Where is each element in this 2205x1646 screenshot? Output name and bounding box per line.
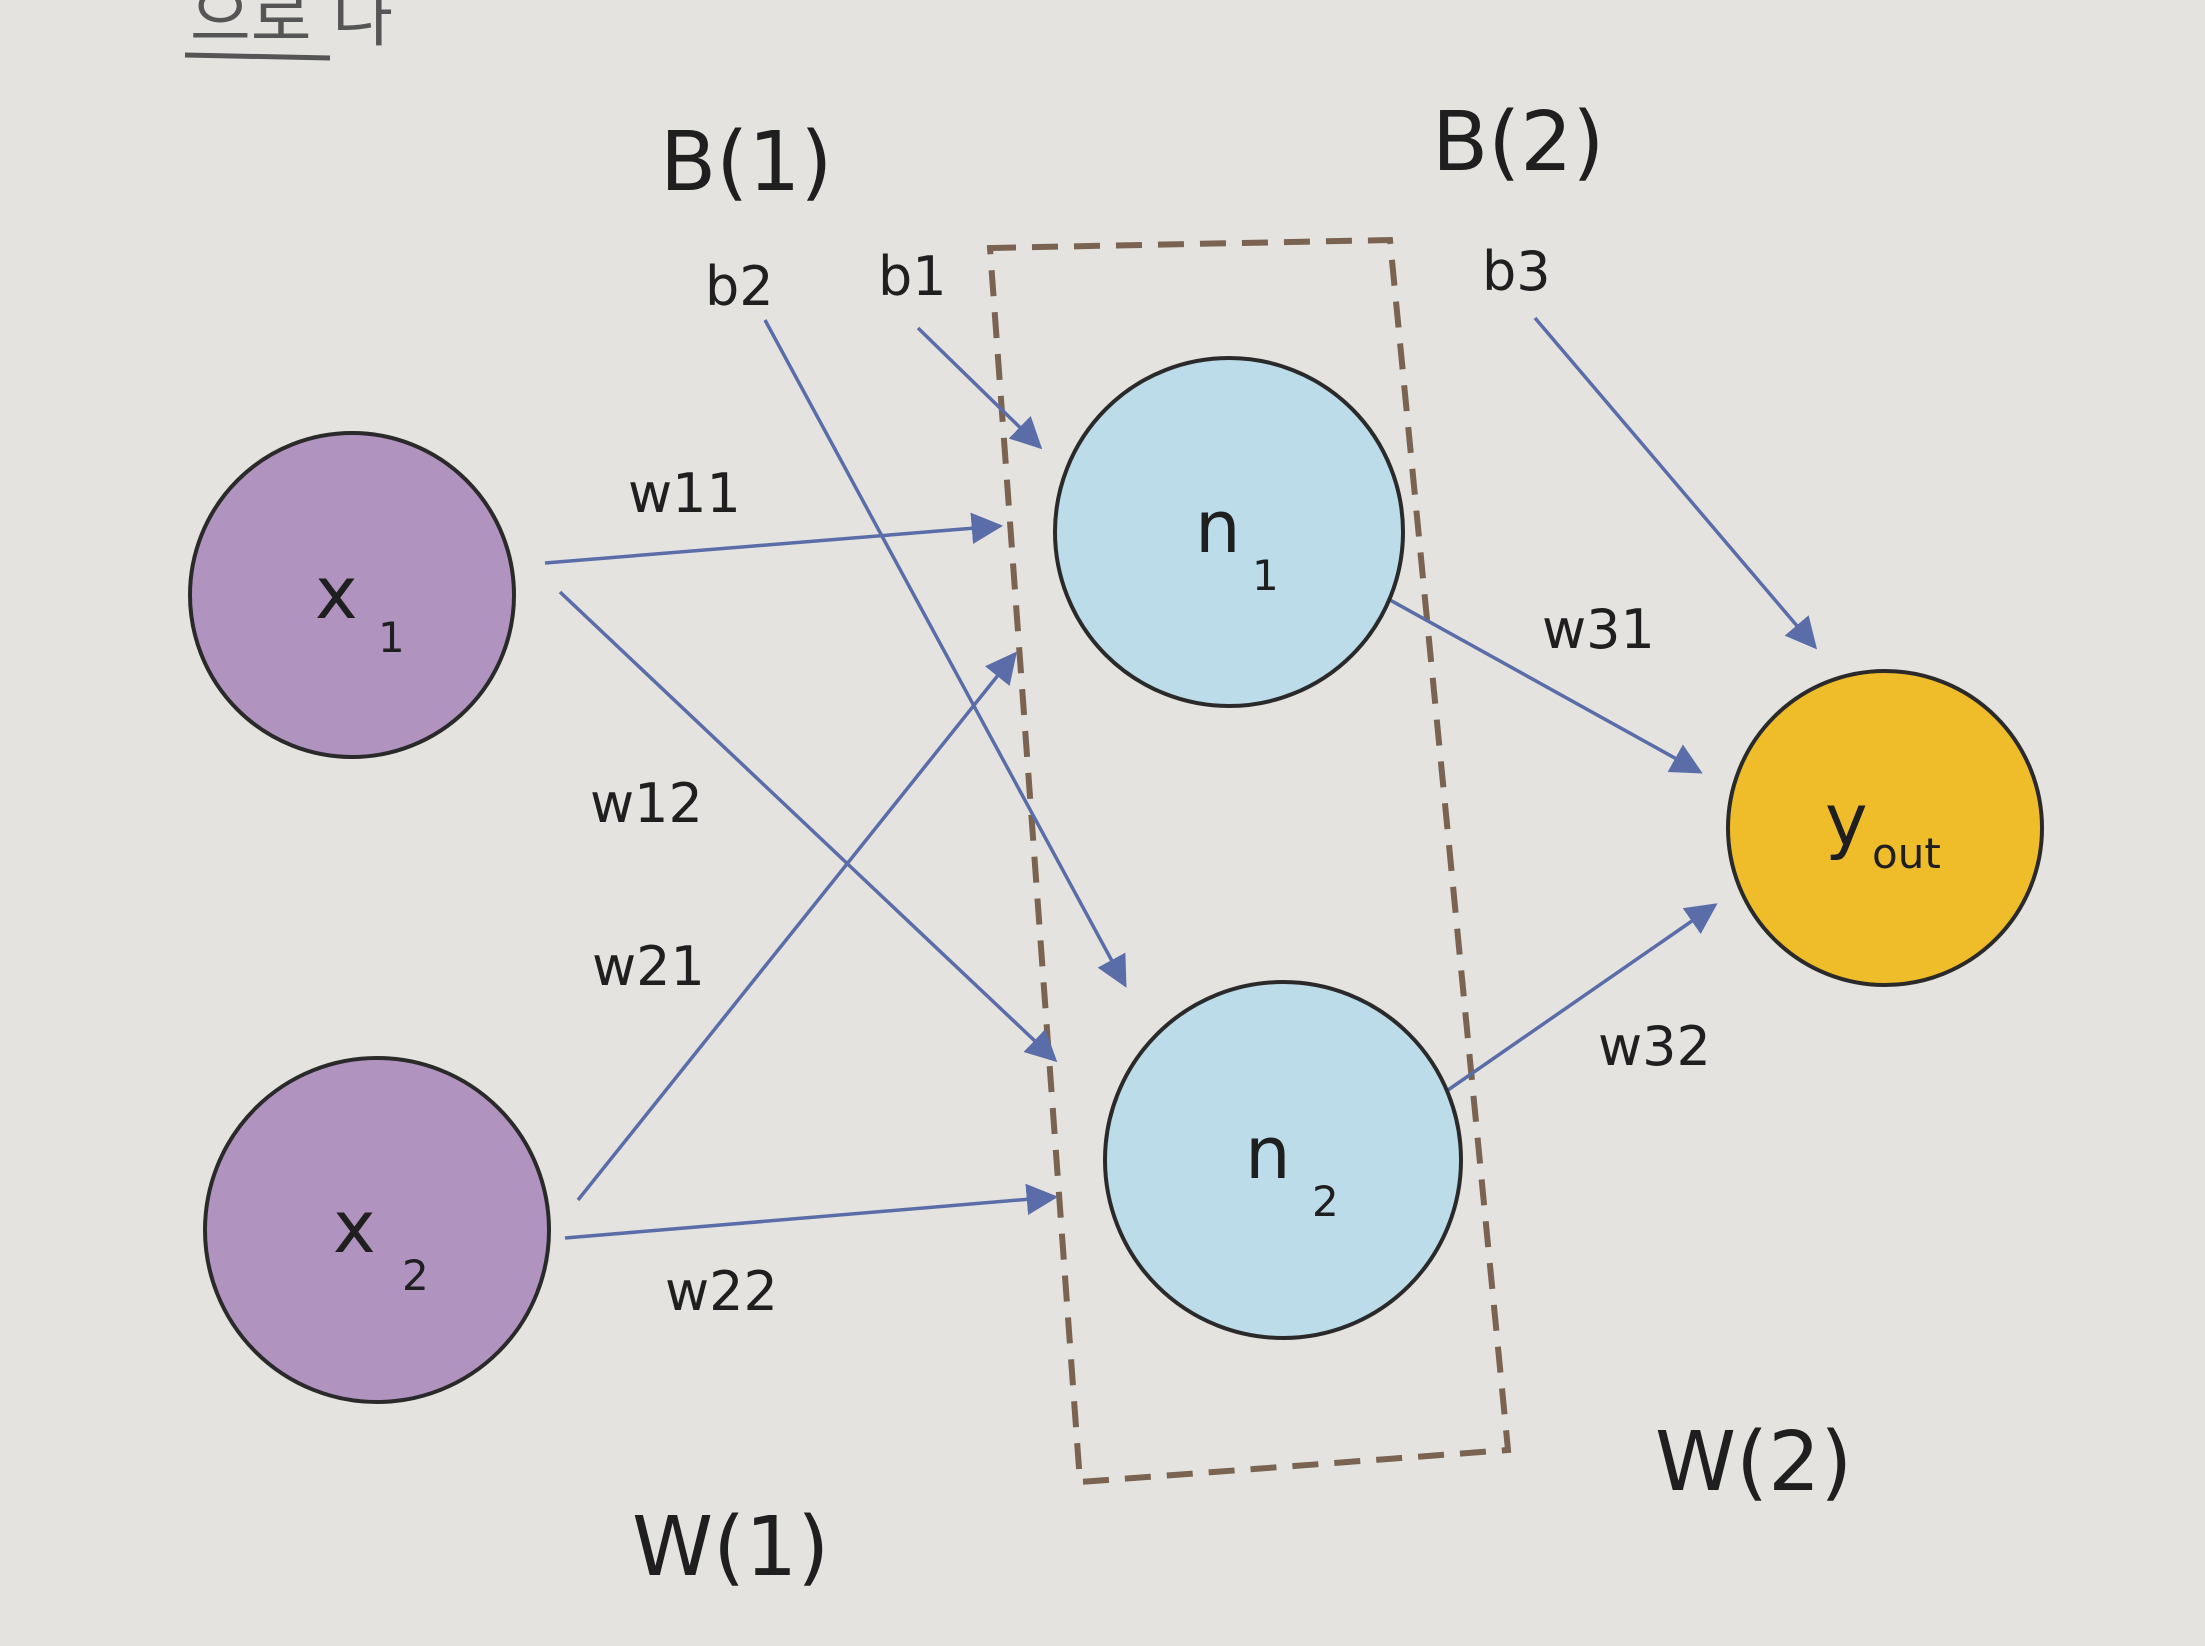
x1-subscript: 1 (378, 613, 405, 662)
hidden-node-n1: n 1 (1053, 356, 1405, 708)
weight-w32-label: w32 (1598, 1015, 1711, 1078)
header-underline (184, 52, 331, 61)
bias-group-2-label: B(2) (1432, 95, 1604, 190)
edge-w21-arrow (576, 651, 1017, 1202)
bias-b2-label: b2 (705, 255, 774, 318)
bias-group-1-label: B(1) (660, 115, 832, 210)
n2-label: n (1245, 1111, 1291, 1195)
hidden-node-n2: n 2 (1103, 980, 1463, 1340)
x1-label: x (315, 551, 358, 635)
edge-w31-arrow (1389, 598, 1703, 774)
n1-label: n (1195, 485, 1241, 569)
weight-w12-label: w12 (590, 772, 703, 835)
n1-subscript: 1 (1252, 551, 1279, 600)
weight-group-1-label: W(1) (632, 1500, 829, 1595)
weight-w31-label: w31 (1542, 598, 1655, 661)
weight-w22-label: w22 (665, 1260, 778, 1323)
bias-b3-label: b3 (1482, 240, 1551, 303)
edge-w32-arrow (1447, 903, 1718, 1092)
bias-b1-label: b1 (878, 245, 947, 308)
edges (544, 316, 1818, 1240)
output-node-yout: y out (1726, 669, 2044, 987)
edge-b2-arrow (763, 319, 1127, 988)
edge-w22-arrow (564, 1183, 1059, 1240)
input-node-x2: x 2 (203, 1056, 551, 1404)
weight-w11-label: w11 (628, 462, 741, 525)
edge-b1-arrow (916, 326, 1043, 450)
weight-group-2-label: W(2) (1655, 1415, 1852, 1510)
edge-w11-arrow (544, 512, 1004, 565)
hidden-layer-box (986, 236, 1512, 1486)
weight-w21-label: w21 (592, 935, 705, 998)
yout-subscript: out (1872, 829, 1941, 878)
header-fragment: 으로 나 (190, 0, 393, 56)
edge-b3-arrow (1533, 316, 1818, 650)
yout-label: y (1825, 778, 1868, 862)
x2-subscript: 2 (402, 1251, 429, 1300)
input-node-x1: x 1 (188, 431, 516, 759)
edge-w12-arrow (558, 590, 1058, 1063)
x2-label: x (333, 1185, 376, 1269)
n2-subscript: 2 (1312, 1177, 1339, 1226)
